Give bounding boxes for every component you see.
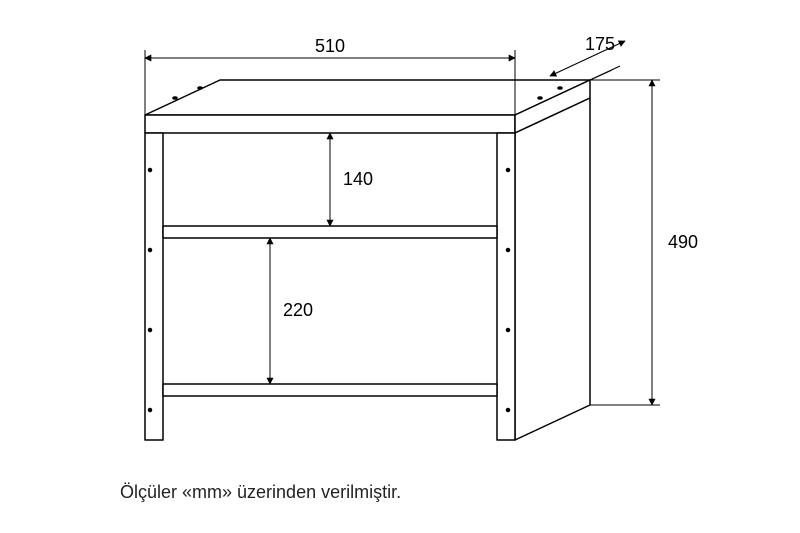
right-panel-front	[497, 133, 515, 440]
dim-height: 490	[668, 232, 698, 252]
dim-upper-opening: 140	[343, 169, 373, 189]
top-board-front	[145, 115, 515, 133]
units-caption: Ölçüler «mm» üzerinden verilmiştir.	[120, 482, 401, 503]
dim-depth: 175	[585, 34, 615, 54]
furniture-diagram: 510 175 490 140 220	[0, 0, 800, 533]
shelf-drawing	[145, 80, 590, 440]
left-panel-front	[145, 133, 163, 440]
top-surface	[145, 80, 590, 115]
dimensions: 510 175 490 140 220	[145, 13, 698, 405]
bottom-shelf-front	[163, 384, 497, 396]
dim-width: 510	[315, 36, 345, 56]
dim-lower-opening: 220	[283, 300, 313, 320]
right-panel-side	[515, 98, 590, 440]
middle-shelf-front	[163, 226, 497, 238]
